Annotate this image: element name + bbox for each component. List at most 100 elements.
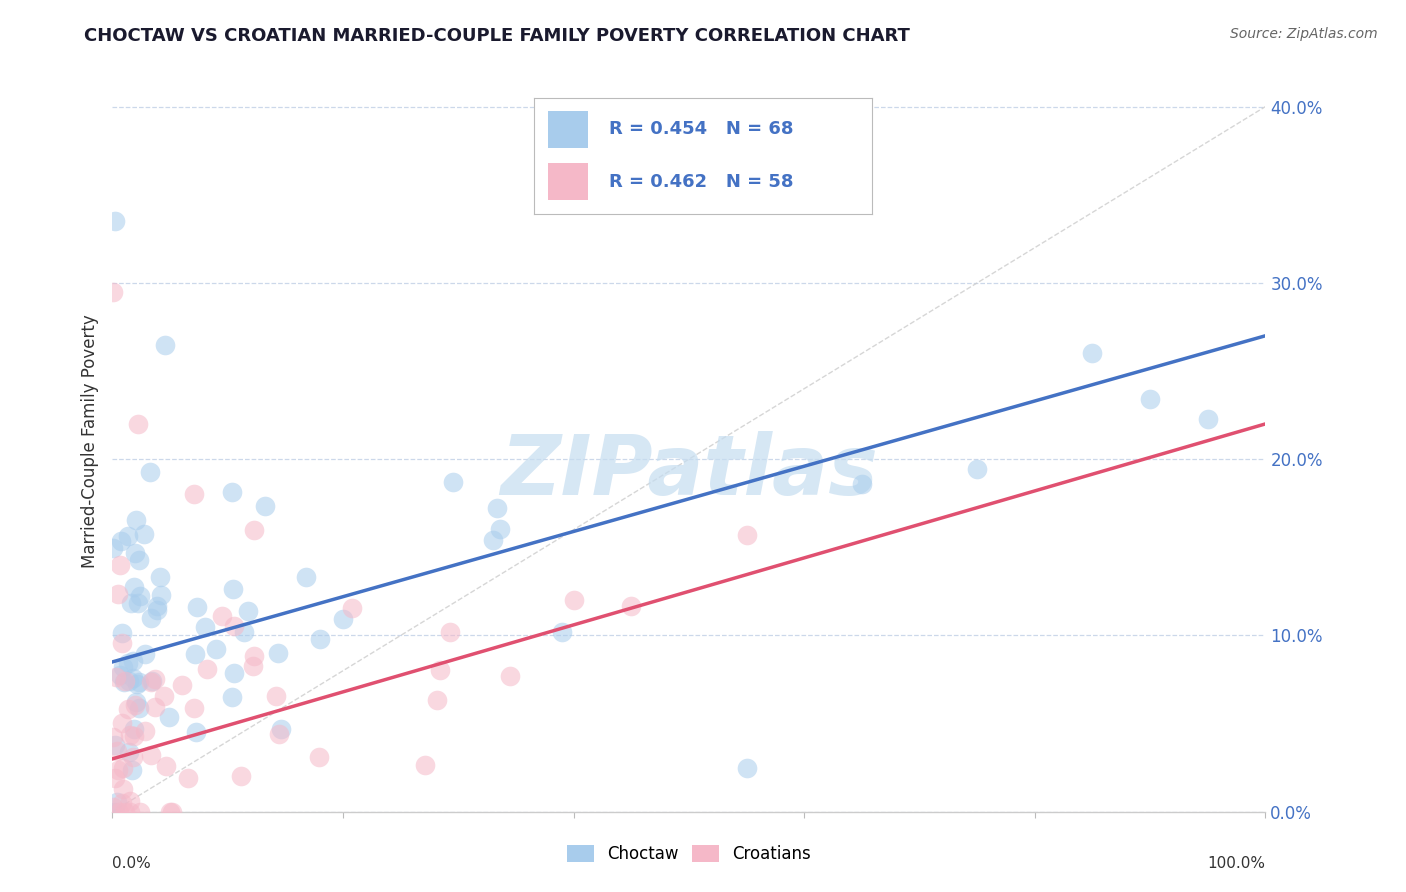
Point <box>153 337 176 351</box>
Point <box>340 600 363 615</box>
Point <box>111 636 134 650</box>
Point <box>159 805 181 819</box>
Point <box>1081 346 1104 360</box>
Point <box>134 526 156 541</box>
Point <box>124 546 146 560</box>
Point <box>111 716 134 731</box>
Point <box>482 533 505 547</box>
Text: R = 0.462   N = 58: R = 0.462 N = 58 <box>609 173 793 191</box>
Point <box>112 659 135 673</box>
Point <box>309 632 332 647</box>
Point <box>124 722 146 736</box>
Point <box>121 654 143 668</box>
Point <box>120 805 142 819</box>
Point <box>146 602 169 616</box>
Point <box>152 690 174 704</box>
Point <box>104 771 127 785</box>
Point <box>160 805 183 819</box>
Text: 0.0%: 0.0% <box>112 855 152 871</box>
Point <box>441 475 464 489</box>
Point <box>128 674 150 689</box>
Point <box>851 477 873 491</box>
Point <box>139 465 162 479</box>
Point <box>101 730 124 744</box>
Point <box>205 642 228 657</box>
Point <box>295 570 318 584</box>
Point <box>110 626 132 640</box>
Point <box>112 675 135 690</box>
Point <box>139 611 162 625</box>
Point <box>184 725 207 739</box>
Point <box>489 521 512 535</box>
Point <box>107 587 129 601</box>
Point <box>499 669 522 683</box>
Point <box>103 541 125 555</box>
Point <box>101 285 124 299</box>
Point <box>141 674 163 689</box>
Point <box>221 690 243 704</box>
Point <box>112 761 135 775</box>
Point <box>562 592 585 607</box>
Point <box>429 663 451 677</box>
Point <box>110 558 132 572</box>
Point <box>243 648 266 663</box>
Legend: Choctaw, Croatians: Choctaw, Croatians <box>561 838 817 870</box>
Point <box>122 750 145 764</box>
Point <box>332 612 354 626</box>
Point <box>110 797 132 811</box>
Text: ZIPatlas: ZIPatlas <box>501 431 877 512</box>
Point <box>125 677 148 691</box>
Point <box>122 729 145 743</box>
Point <box>238 604 260 618</box>
Point <box>229 769 252 783</box>
Point <box>146 599 169 613</box>
Point <box>177 771 200 785</box>
Point <box>551 625 574 640</box>
Point <box>143 700 166 714</box>
Point <box>128 805 150 819</box>
Point <box>122 580 145 594</box>
Point <box>620 599 643 613</box>
Point <box>183 701 205 715</box>
Point <box>308 750 330 764</box>
Point <box>143 673 166 687</box>
Point <box>107 764 129 778</box>
Text: CHOCTAW VS CROATIAN MARRIED-COUPLE FAMILY POVERTY CORRELATION CHART: CHOCTAW VS CROATIAN MARRIED-COUPLE FAMIL… <box>84 27 910 45</box>
FancyBboxPatch shape <box>548 163 588 200</box>
Point <box>118 794 141 808</box>
Point <box>118 728 141 742</box>
Point <box>233 625 256 640</box>
Point <box>120 596 142 610</box>
Point <box>114 674 136 689</box>
Point <box>221 484 243 499</box>
Point <box>134 724 156 739</box>
Point <box>129 589 152 603</box>
Point <box>125 695 148 709</box>
Point <box>426 692 449 706</box>
Point <box>155 759 177 773</box>
Point <box>157 709 180 723</box>
Point <box>735 528 758 542</box>
Point <box>183 487 205 501</box>
Point <box>118 745 141 759</box>
Point <box>1139 392 1161 407</box>
Point <box>267 646 290 660</box>
Point <box>267 726 290 740</box>
Point <box>124 698 146 712</box>
Point <box>107 805 129 819</box>
Point <box>117 657 139 671</box>
Point <box>439 624 461 639</box>
FancyBboxPatch shape <box>548 111 588 148</box>
Text: 100.0%: 100.0% <box>1208 855 1265 871</box>
Point <box>186 599 208 614</box>
Point <box>127 596 149 610</box>
Point <box>242 523 264 537</box>
Point <box>107 795 129 809</box>
Point <box>112 781 135 796</box>
Point <box>103 800 125 814</box>
Point <box>966 461 988 475</box>
Point <box>139 747 162 762</box>
Point <box>128 701 150 715</box>
Point <box>121 763 143 777</box>
Point <box>172 678 194 692</box>
